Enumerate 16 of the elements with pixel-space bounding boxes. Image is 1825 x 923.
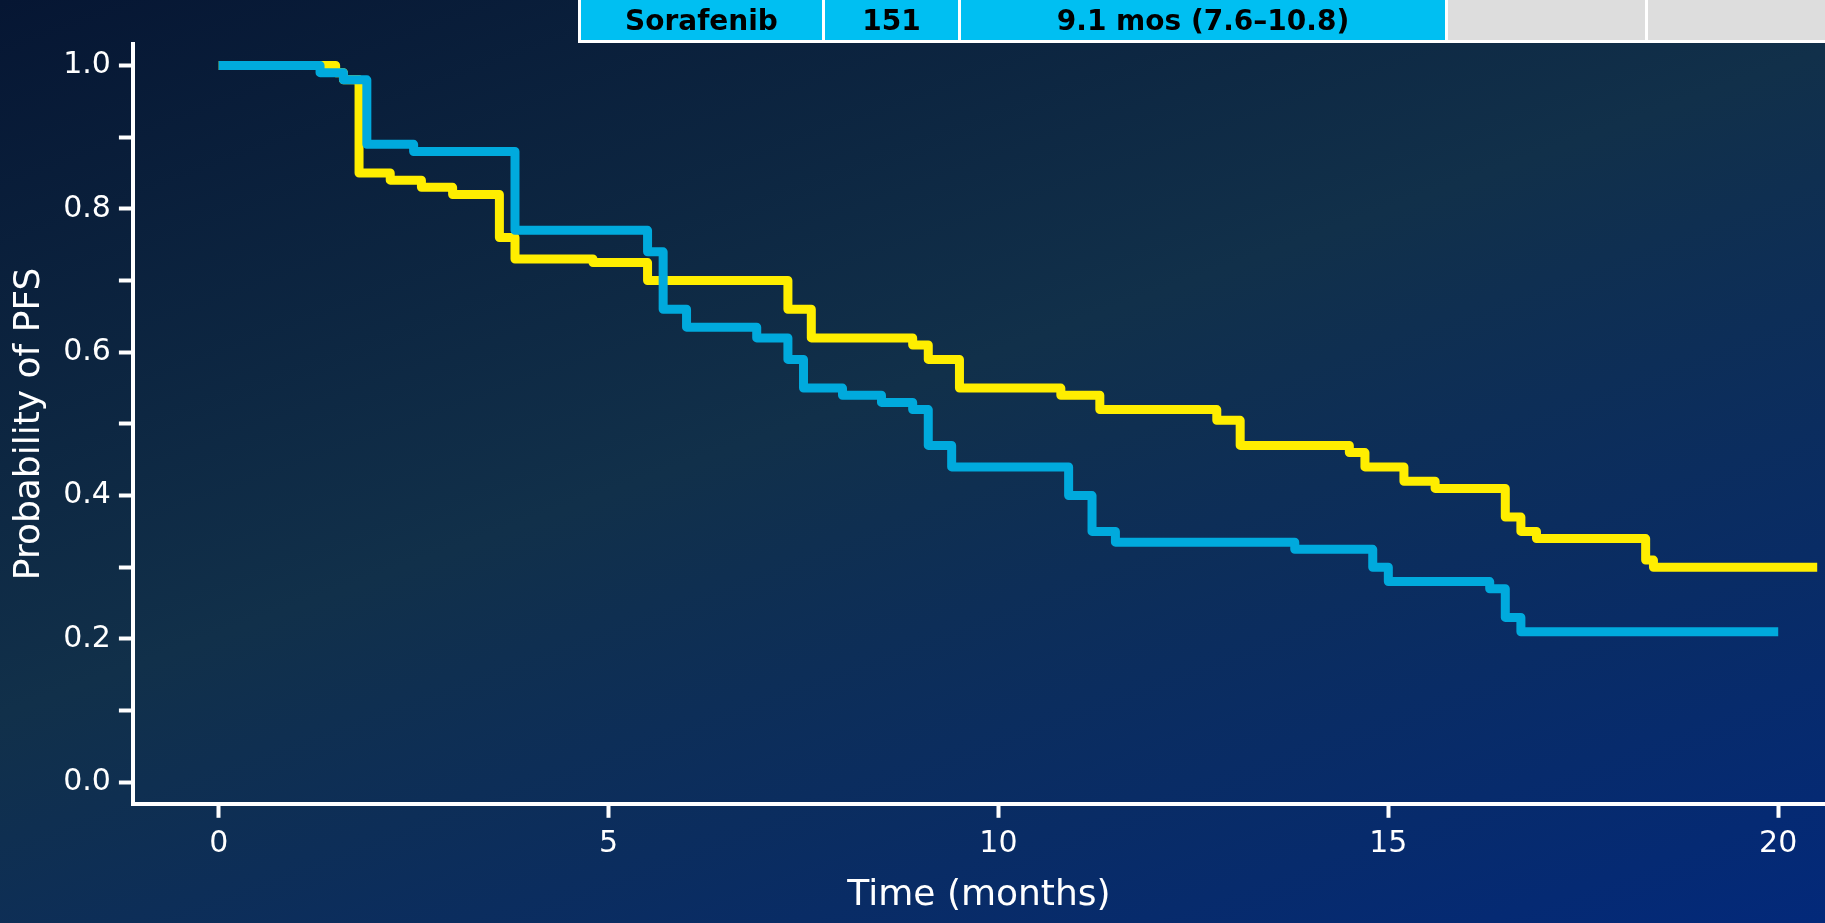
- text: Sorafenib: [625, 3, 778, 37]
- y-tick-label: 1.0: [63, 45, 111, 81]
- y-tick-label: 0.6: [63, 332, 111, 368]
- y-axis-title: Probability of PFS: [5, 267, 47, 581]
- y-tick-label: 0.2: [63, 618, 111, 654]
- x-tick-label: 15: [1369, 823, 1408, 859]
- y-tick-label: 0.4: [63, 475, 111, 511]
- x-tick-label: 5: [599, 823, 619, 859]
- y-tick-label: 0.0: [63, 762, 111, 798]
- x-tick-label: 0: [209, 823, 229, 859]
- x-axis-title: Time (months): [846, 871, 1111, 913]
- x-tick-label: 10: [979, 823, 1018, 859]
- text: 151: [862, 3, 921, 37]
- y-tick-label: 0.8: [63, 188, 111, 224]
- x-tick-label: 20: [1759, 823, 1798, 859]
- text: 9.1 mos (7.6–10.8): [1056, 3, 1350, 37]
